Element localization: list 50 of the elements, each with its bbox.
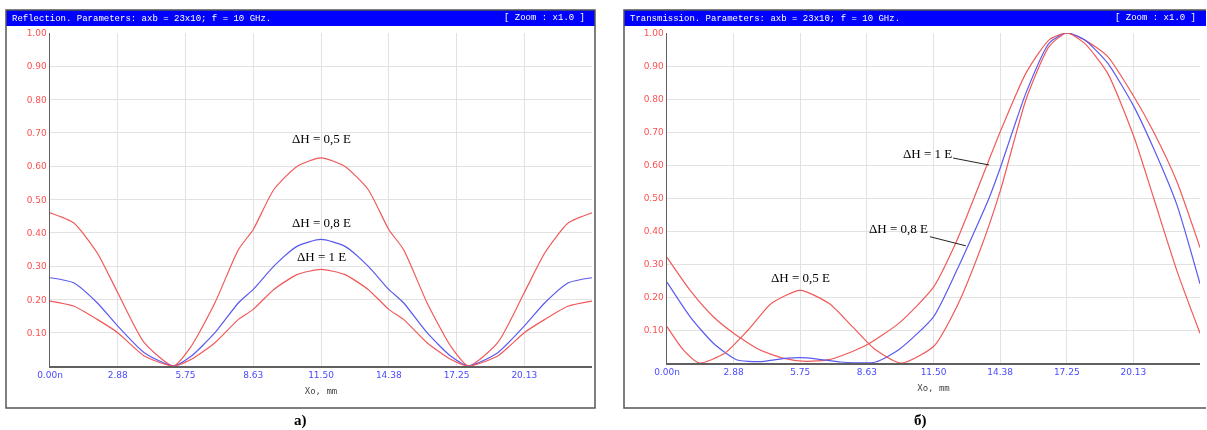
y-tick-label: 1.00 [26, 28, 47, 39]
y-tick-label: 0.10 [26, 327, 47, 338]
annotation: ΔH = 1 E [297, 249, 347, 264]
x-tick-label: 8.63 [243, 370, 264, 381]
text: [ Zoom : x1.0 ] [1115, 13, 1197, 23]
x-tick-label: 14.38 [987, 367, 1014, 378]
x-axis-title: Xo, mm [917, 382, 950, 393]
y-tick-label: 0.80 [26, 94, 47, 105]
text: б) [914, 412, 927, 429]
y-tick-label: 0.30 [643, 259, 664, 270]
x-axis-title: Xo, mm [304, 385, 338, 396]
x-tick-label: 2.88 [723, 367, 744, 378]
y-tick-label: 0.90 [643, 61, 664, 72]
y-tick-label: 0.50 [26, 194, 47, 205]
text: а) [294, 412, 307, 429]
x-tick-label: 2.88 [107, 370, 129, 381]
y-tick-label: 0.50 [643, 193, 664, 204]
y-tick-label: 1.00 [643, 28, 664, 39]
y-tick-label: 0.90 [26, 61, 47, 72]
x-tick-label: 11.50 [920, 367, 947, 378]
annotation: ΔH = 0,8 E [869, 221, 929, 236]
x-tick-label: 20.13 [1120, 367, 1147, 378]
x-tick-label: 17.25 [1053, 367, 1080, 378]
y-tick-label: 0.60 [643, 160, 664, 171]
y-tick-label: 0.20 [643, 292, 664, 303]
annotation: ΔH = 0,8 E [292, 215, 352, 230]
x-tick-label: 17.25 [443, 370, 470, 381]
chart-title: Transmission. Parameters: axb = 23x10; f = 10 GHz. [630, 14, 901, 25]
annotation: ΔH = 0,5 E [771, 270, 831, 285]
y-tick-label: 0.80 [643, 94, 664, 105]
y-tick-label: 0.60 [26, 161, 47, 172]
x-tick-label: 8.63 [856, 367, 877, 378]
x-tick-label: 5.75 [175, 370, 196, 381]
y-tick-label: 0.20 [26, 294, 47, 305]
y-tick-label: 0.40 [26, 227, 47, 238]
annotation: ΔH = 0,5 E [292, 131, 352, 146]
x-tick-label: 0.00n [37, 370, 63, 381]
x-tick-label: 20.13 [511, 370, 538, 381]
x-tick-label: 11.50 [308, 370, 335, 381]
y-tick-label: 0.40 [643, 226, 664, 237]
x-tick-label: 14.38 [375, 370, 402, 381]
y-tick-label: 0.70 [26, 128, 47, 139]
y-tick-label: 0.10 [643, 325, 664, 336]
y-tick-label: 0.30 [26, 261, 47, 272]
annotation: ΔH = 1 E [903, 146, 953, 161]
chart-title: Reflection. Parameters: axb = 23x10; f = 10 GHz. [12, 14, 272, 25]
y-tick-label: 0.70 [643, 127, 664, 138]
text: [ Zoom : x1.0 ] [504, 13, 586, 23]
x-tick-label: 5.75 [790, 367, 811, 378]
x-tick-label: 0.00n [654, 367, 680, 378]
